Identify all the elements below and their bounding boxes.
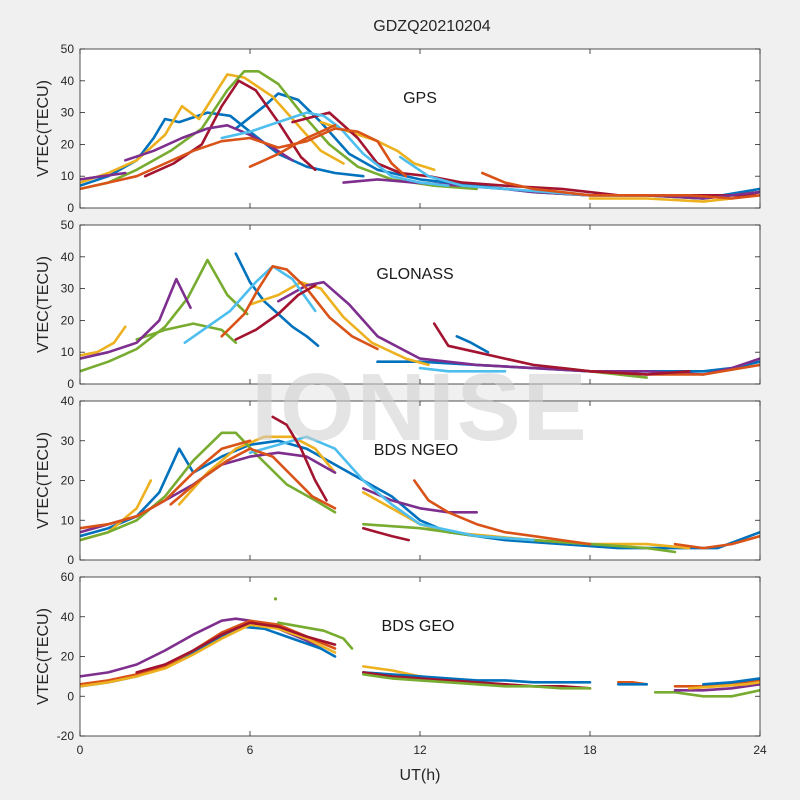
series-line-9 (362, 671, 592, 690)
y-tick-label: 0 (67, 553, 74, 567)
series-line-15 (432, 322, 691, 376)
panel-bds-ngeo: 0 10 20 30 40 VTEC(TECU) BDS NGEO (35, 394, 761, 567)
series-line-14 (80, 127, 408, 191)
y-tick-label: 60 (61, 570, 75, 584)
series-line-14 (362, 526, 410, 542)
y-tick-label: 20 (61, 137, 75, 151)
series-line-4 (80, 431, 337, 542)
series-line-11 (80, 171, 127, 181)
panel-label: GLONASS (376, 266, 453, 283)
panel-label: BDS NGEO (374, 442, 458, 459)
y-tick-label: 0 (67, 201, 74, 215)
x-tick-label: 24 (753, 743, 767, 757)
series-group (80, 597, 760, 698)
series-line-13 (398, 155, 592, 197)
series-line-10 (80, 439, 252, 530)
panels-group: 0 10 20 30 40 50 VTEC(TECU) GPS 0 10 20 30 40 50 VTEC(… (35, 42, 767, 757)
figure-title: GDZQ20210204 (373, 18, 491, 35)
series-line-15 (248, 124, 337, 168)
series-line-8 (80, 277, 192, 360)
series-point-6 (273, 597, 278, 601)
series-line-0 (80, 439, 760, 550)
panel-label: GPS (403, 90, 437, 107)
series-line-2 (177, 435, 337, 506)
y-tick-label: 10 (61, 345, 75, 359)
plot-area (80, 401, 760, 560)
series-line-17 (687, 681, 760, 690)
series-line-11 (413, 479, 592, 546)
y-tick-label: -20 (57, 729, 75, 743)
y-tick-label: 50 (61, 42, 75, 56)
series-line-12 (220, 111, 450, 187)
y-tick-label: 20 (61, 313, 75, 327)
y-tick-label: 20 (61, 474, 75, 488)
x-tick-label: 18 (583, 743, 597, 757)
y-axis-label: VTEC(TECU) (35, 256, 52, 353)
series-line-3 (80, 623, 337, 688)
y-tick-label: 40 (61, 394, 75, 408)
series-line-6 (135, 322, 238, 344)
y-tick-label: 40 (61, 250, 75, 264)
series-group (80, 252, 760, 379)
series-line-4 (135, 621, 337, 674)
series-line-8 (248, 435, 535, 542)
series-group (80, 70, 760, 203)
series-line-5 (277, 621, 354, 650)
series-line-13 (653, 689, 760, 698)
series-line-5 (80, 70, 478, 191)
panel-gps: 0 10 20 30 40 50 VTEC(TECU) GPS (35, 42, 761, 215)
y-tick-label: 30 (61, 282, 75, 296)
series-line-5 (80, 258, 249, 373)
y-tick-label: 30 (61, 434, 75, 448)
y-tick-label: 40 (61, 610, 75, 624)
x-tick-label: 6 (247, 743, 254, 757)
series-line-4 (248, 280, 430, 367)
series-line-12 (220, 265, 379, 351)
y-tick-label: 40 (61, 74, 75, 88)
series-line-9 (169, 447, 337, 510)
series-line-2 (455, 335, 490, 354)
y-tick-label: 0 (67, 377, 74, 391)
plot-area (80, 577, 760, 736)
series-line-14 (234, 284, 317, 341)
series-line-10 (183, 265, 317, 344)
series-line-14 (673, 683, 760, 692)
y-tick-label: 0 (67, 689, 74, 703)
y-axis-label: VTEC(TECU) (35, 80, 52, 177)
series-line-13 (271, 415, 328, 502)
series-line-2 (80, 73, 345, 184)
y-axis-label: VTEC(TECU) (35, 608, 52, 705)
series-line-16 (481, 171, 760, 200)
y-tick-label: 10 (61, 513, 75, 527)
y-tick-label: 10 (61, 169, 75, 183)
x-axis-label: UT(h) (400, 767, 441, 784)
series-line-12 (673, 534, 760, 550)
series-line-10 (362, 673, 592, 690)
y-tick-label: 20 (61, 650, 75, 664)
panel-glonass: 0 10 20 30 40 50 VTEC(TECU) GLONASS (35, 218, 761, 391)
x-tick-label: 12 (413, 743, 427, 757)
watermark: IONISE (251, 354, 588, 461)
y-tick-label: 30 (61, 106, 75, 120)
panel-label: BDS GEO (382, 618, 455, 635)
y-tick-label: 50 (61, 218, 75, 232)
series-group (80, 415, 760, 554)
series-line-3 (80, 325, 127, 357)
series-line-11 (418, 366, 507, 373)
series-line-8 (362, 671, 592, 684)
y-axis-label: VTEC(TECU) (35, 432, 52, 529)
series-line-16 (702, 677, 760, 686)
x-tick-label: 0 (77, 743, 84, 757)
